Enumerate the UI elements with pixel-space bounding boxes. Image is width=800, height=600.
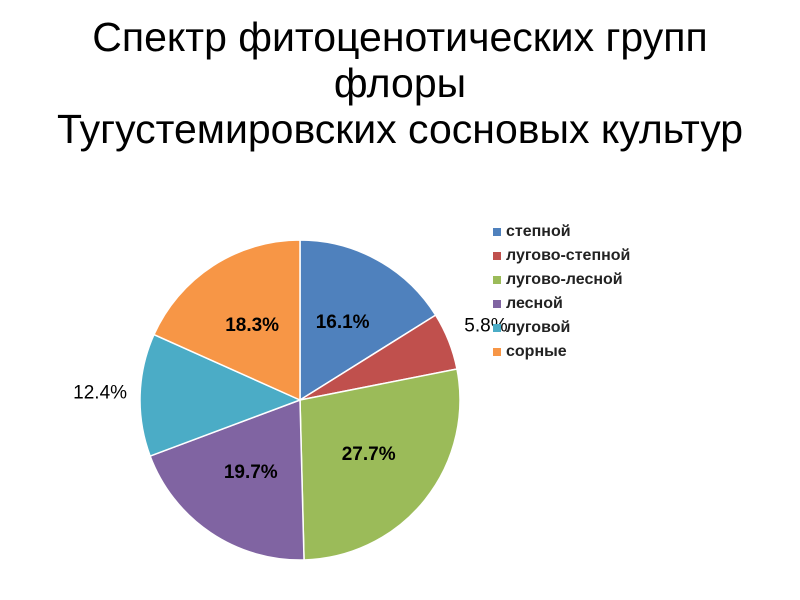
chart-title: Спектр фитоценотических групп флоры Тугу… [56,14,744,152]
legend-swatch [493,348,501,356]
legend-label: лесной [506,295,563,312]
legend-swatch [493,252,501,260]
legend-label: луговой [506,319,570,336]
pie-slice [299,239,437,402]
legend-label: лугово-степной [506,247,630,264]
data-label: 16.1% [316,312,370,333]
data-label: 18.3% [225,315,279,336]
data-label: 12.4% [73,383,127,404]
pie-slice [149,398,305,561]
legend-swatch [493,228,501,236]
pie-slice [299,368,461,561]
legend-label: степной [506,223,571,240]
legend-label: сорные [506,343,567,360]
legend-swatch [493,300,501,308]
pie-slice [139,333,302,458]
data-label: 19.7% [224,462,278,483]
pie-slice [152,239,301,402]
data-label: 5.8% [464,315,507,336]
data-label: 27.7% [342,444,396,465]
legend-label: лугово-лесной [506,271,623,288]
legend-swatch [493,276,501,284]
legend-swatch [493,324,501,332]
